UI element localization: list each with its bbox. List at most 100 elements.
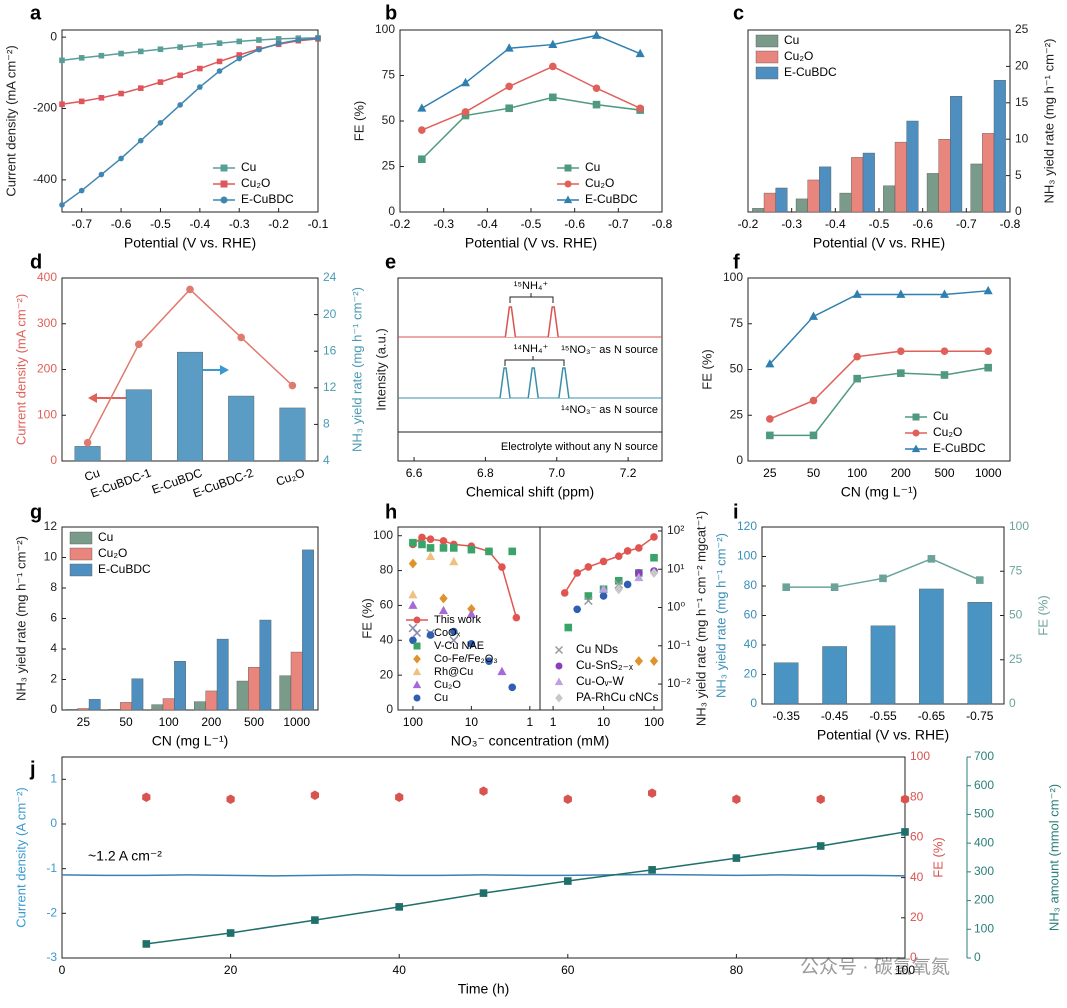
data-point [584,563,593,571]
legend-label: E-CuBDC [784,65,837,79]
bar [77,708,90,711]
data-point [573,605,581,614]
data-point [548,39,558,48]
data-point [505,82,513,91]
y2-tick-label: 100 [1009,519,1029,533]
data-point [497,666,507,676]
data-point [614,584,623,595]
y-tick-label: 80 [380,563,394,577]
data-point [275,36,282,42]
y3-tick-label: 600 [974,778,994,792]
bar [950,96,963,213]
y-tick-label: 0 [388,204,395,218]
data-point [177,102,183,108]
legend-label: Cu₂O [585,176,614,190]
data-point [584,596,593,606]
y2-axis-label: NH₃ yield rate (mg h⁻¹ cm⁻²) [349,287,364,452]
x-tick-label: -0.6 [111,217,132,231]
data-point [897,347,905,356]
y2-tick-label: 15 [1015,95,1029,109]
y-tick-label: -400 [33,172,57,186]
data-line [769,350,989,420]
data-point [426,544,435,552]
x-tick-label: 100 [644,715,664,729]
x-tick-label: 7.0 [548,466,565,480]
x-tick-label: 0 [59,963,66,977]
data-point [135,340,143,349]
data-point [983,285,993,295]
data-point [98,171,105,178]
panel-label: c [733,2,744,24]
data-point [852,289,862,298]
data-line [421,96,641,160]
bar [205,690,218,711]
x-tick-label: Cu [83,466,102,484]
data-point [901,828,909,836]
bar [131,678,144,711]
data-point [413,642,421,650]
y2-tick-label: 50 [1009,608,1023,622]
bar [302,549,314,711]
y-tick-label: 100 [37,407,57,421]
bar [194,701,206,711]
data-point [226,929,235,937]
data-point [413,694,421,702]
y-tick-label: 2 [50,672,57,686]
data-point [900,794,910,804]
bar [819,166,832,213]
y-tick-label: 0 [50,816,57,830]
x-axis-label: NO₃⁻ concentration (mM) [451,733,610,749]
legend-label: E-CuBDC [933,441,986,455]
y2-tick-label: 20 [1015,59,1029,73]
data-point [599,557,608,566]
spectrum-peak [504,306,517,338]
data-point [142,792,151,802]
legend-label: PA-RhCu cNCs [576,690,658,704]
data-point [236,55,243,62]
x-axis-label: Potential (V vs. RHE) [813,235,945,251]
legend-label: Cu NDs [576,642,618,656]
arrow-head [88,393,97,403]
y2-tick-label: 0 [1015,204,1022,218]
data-point [504,43,514,52]
bar [279,407,306,462]
x-tick-label: -0.2 [268,217,289,231]
data-point [78,98,85,105]
data-point [59,202,65,208]
bar [120,702,132,711]
y-tick-label: 100 [737,549,757,563]
x-tick-label: 50 [119,715,133,729]
x-tick-label: -0.2 [738,217,759,231]
bar [822,646,847,705]
y-axis-label: Current density (mA cm⁻²) [3,45,18,196]
data-point [59,57,65,64]
data-point [197,42,203,48]
x-tick-label: 1 [526,715,533,729]
bar [970,163,983,213]
x-tick-label: -0.3 [433,217,454,231]
data-point [563,195,573,204]
x-tick-label: -0.65 [918,709,946,723]
x-tick-label: -0.4 [477,217,498,231]
x-tick-label: -0.35 [773,709,801,723]
bar [125,389,152,462]
data-point [564,877,572,885]
data-point [650,533,658,541]
x-tick-label: 6.6 [406,466,423,480]
y-tick-label: 1 [50,772,57,786]
legend-label: Cu₂O [933,425,962,439]
legend-label: Cu [933,409,948,423]
x-tick-label: -0.5 [150,217,171,231]
y-tick-label: 0 [50,453,57,467]
y-tick-label: 100 [723,270,743,284]
data-point [467,603,476,614]
y2-axis-label: NH₃ yield rate (mg h⁻¹ cm⁻²) [1041,39,1056,204]
y2-axis-label: NH₃ yield rate (mg h⁻¹ cm⁻² mgcat⁻¹) [693,511,708,726]
data-point [508,547,517,556]
y3-axis-label: NH₃ amount (mmol cm⁻²) [1046,784,1061,931]
y-tick-label: 0 [386,702,393,716]
data-point [216,68,223,74]
